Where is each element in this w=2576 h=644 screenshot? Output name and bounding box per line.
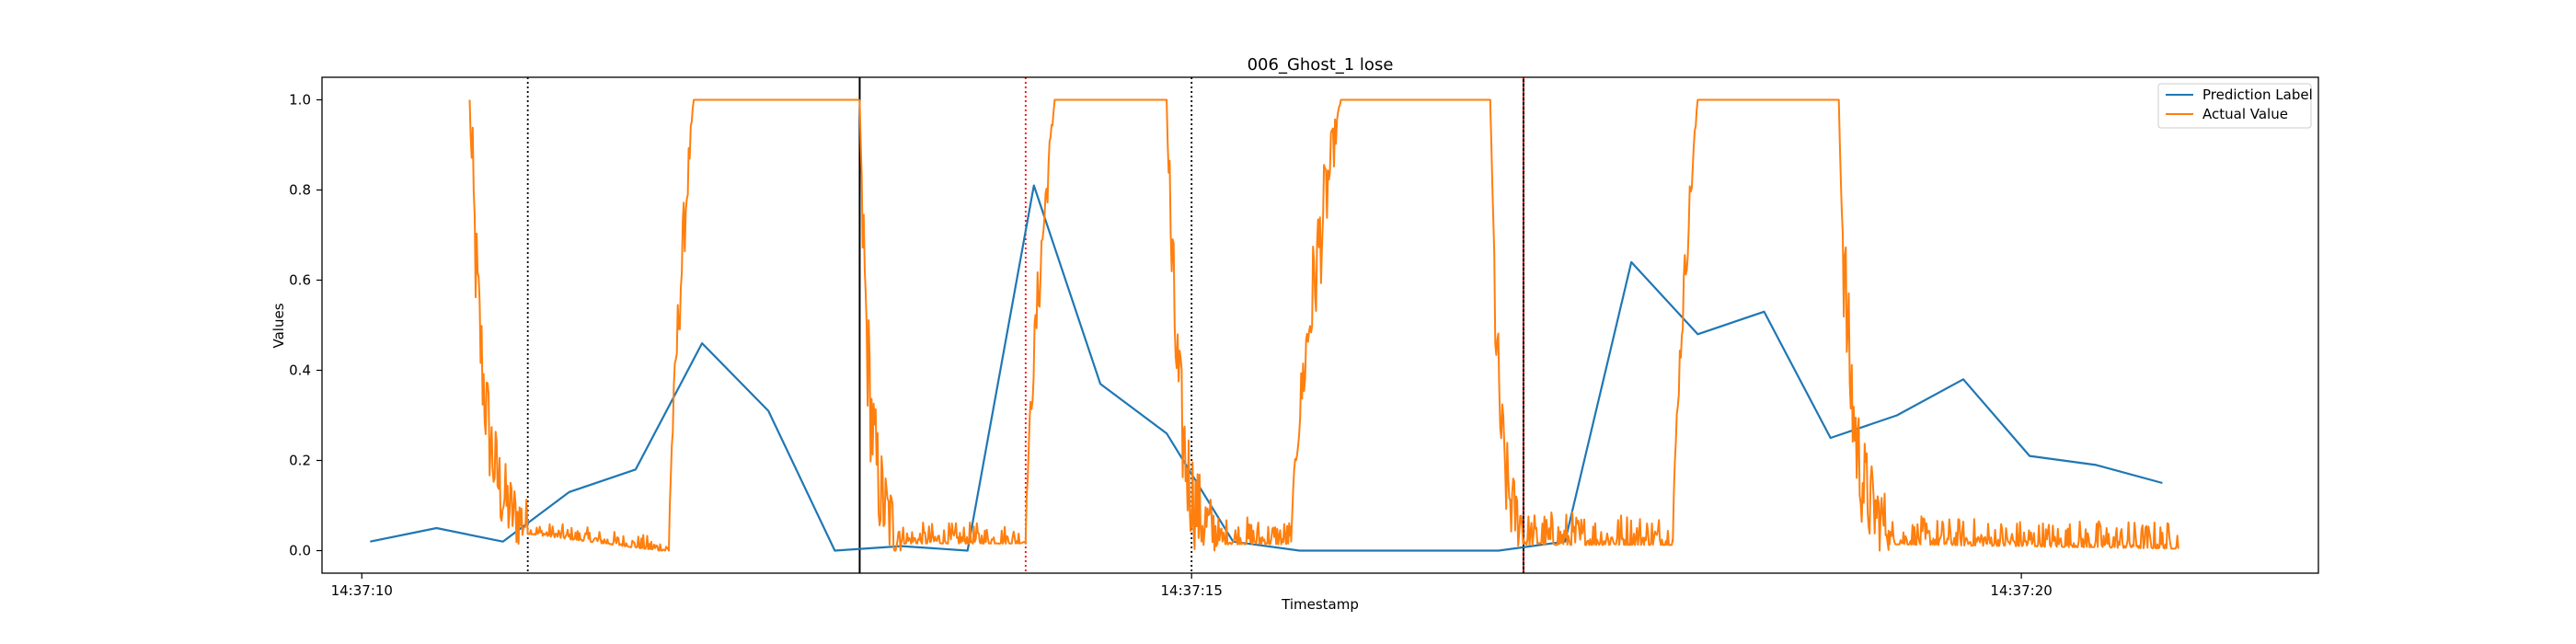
plot-area: [322, 77, 2318, 573]
y-tick-label: 1.0: [289, 92, 311, 109]
y-axis-label: Values: [270, 303, 287, 348]
chart-title: 006_Ghost_1 lose: [1248, 55, 1394, 75]
y-tick-label: 0.6: [289, 272, 311, 289]
y-tick-label: 0.2: [289, 453, 311, 469]
legend: Prediction Label Actual Value: [2158, 84, 2313, 128]
x-ticks: 14:37:10 14:37:15 14:37:20: [331, 573, 2053, 599]
y-tick-label: 0.0: [289, 543, 311, 559]
y-tick-label: 0.4: [289, 362, 311, 379]
y-tick-label: 0.8: [289, 182, 311, 199]
legend-label-actual: Actual Value: [2202, 106, 2288, 122]
x-tick-label: 14:37:10: [331, 582, 393, 599]
y-ticks: 0.0 0.2 0.4 0.6 0.8 1.0: [289, 92, 322, 559]
x-tick-label: 14:37:20: [1990, 582, 2052, 599]
x-axis-label: Timestamp: [1281, 596, 1359, 613]
x-tick-label: 14:37:15: [1161, 582, 1223, 599]
legend-label-prediction: Prediction Label: [2202, 86, 2313, 103]
